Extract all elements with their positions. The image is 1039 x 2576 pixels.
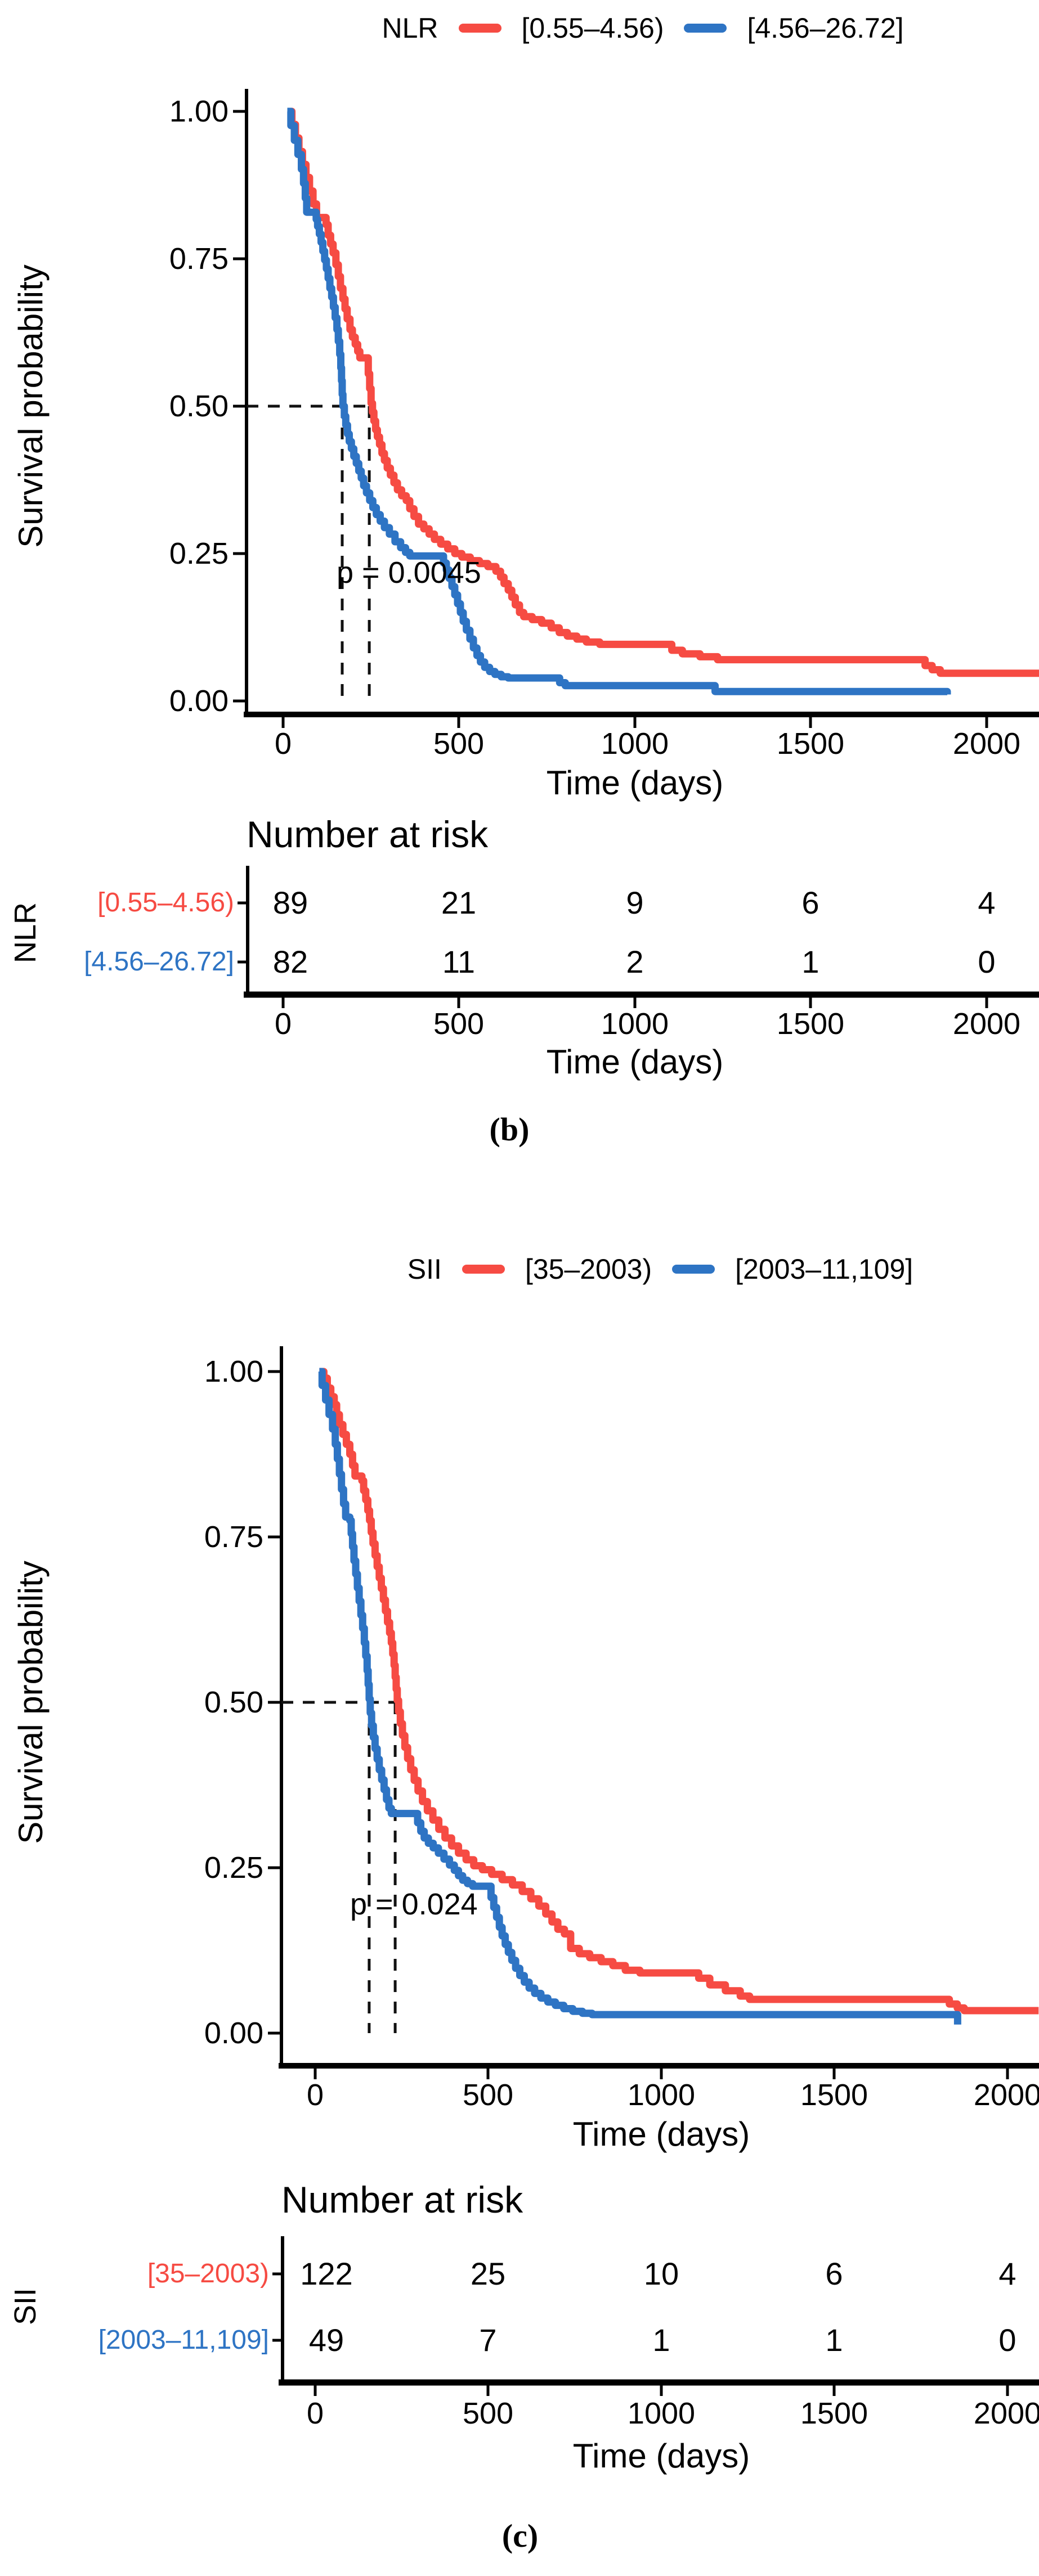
risk-count: 89	[272, 885, 308, 920]
panel-c-ytick: 0.00	[204, 2016, 263, 2050]
risk-count: 21	[441, 885, 477, 920]
legend-c-item-high: [2003–11,109]	[735, 1253, 913, 1285]
risk-count: 82	[272, 944, 308, 979]
panel-b-p-value: p = 0.0045	[337, 556, 481, 590]
panel-c-ytick: 0.25	[204, 1851, 263, 1885]
risk-count: 1	[801, 944, 819, 979]
legend-b-red-line-icon	[458, 24, 501, 33]
risk-count: 25	[470, 2256, 506, 2291]
risk-count: 1	[825, 2322, 843, 2358]
risk-count: 4	[998, 2256, 1016, 2291]
legend-c: SII [35–2003) [2003–11,109]	[281, 1255, 1039, 1283]
risk-count: 7	[479, 2322, 497, 2358]
legend-b: NLR [0.55–4.56) [4.56–26.72]	[247, 14, 1039, 42]
legend-c-red-line-icon	[462, 1265, 505, 1274]
panel-b-curves	[247, 107, 1039, 701]
panel-c-risk-xtick: 2000	[973, 2397, 1039, 2430]
panel-c-label: (c)	[501, 2517, 539, 2554]
risk-count: 9	[626, 885, 644, 920]
legend-b-blue-line-icon	[684, 24, 727, 33]
risk-count: 0	[978, 944, 996, 979]
legend-b-item-low: [0.55–4.56)	[521, 12, 664, 44]
panel-c-x-axis-title: Time (days)	[572, 2115, 750, 2153]
panel-b-ytick: 0.50	[169, 389, 229, 423]
risk-count: 10	[643, 2256, 679, 2291]
legend-b-title: NLR	[382, 12, 438, 44]
panel-b-risk-row-label-high: [4.56–26.72]	[84, 947, 234, 977]
risk-count: 1	[652, 2322, 670, 2358]
risk-count: 4	[978, 885, 996, 920]
panel-c-p-value: p = 0.024	[350, 1887, 478, 1921]
panel-b-xtick: 2000	[952, 727, 1021, 761]
panel-b-risk-xtick: 2000	[952, 1007, 1021, 1041]
panel-b-ytick: 0.75	[169, 242, 229, 276]
risk-count: 6	[825, 2256, 843, 2291]
legend-c-item-low: [35–2003)	[525, 1253, 652, 1285]
panel-c-xtick: 1500	[800, 2078, 868, 2112]
panel-c-risk-row-label-high: [2003–11,109]	[98, 2325, 269, 2355]
panel-c-xtick: 0	[306, 2078, 324, 2112]
legend-b-item-high: [4.56–26.72]	[747, 12, 904, 44]
panel-c-curves	[281, 1368, 1039, 2033]
panel-c-y-axis-title: Survival probability	[12, 1561, 50, 1844]
panel-b-risk-row-label-low: [0.55–4.56)	[97, 888, 234, 918]
legend-c-title: SII	[407, 1253, 442, 1285]
panel-c-risk-group-label: SII	[8, 2287, 42, 2326]
panel-c-risk-xtick: 500	[462, 2397, 514, 2430]
panel-b-xtick: 1000	[601, 727, 669, 761]
panel-c-risk-row-label-low: [35–2003)	[147, 2259, 269, 2289]
panel-c-xtick: 1000	[627, 2078, 696, 2112]
panel-b-risk-xtick: 0	[274, 1007, 292, 1041]
panel-c-ytick: 1.00	[204, 1355, 263, 1388]
risk-count: 0	[998, 2322, 1016, 2358]
panel-b-risk-xtick: 1500	[776, 1007, 845, 1041]
panel-b-ytick: 0.00	[169, 684, 229, 718]
panel-b-axes	[233, 89, 1039, 728]
panel-b-xtick: 500	[433, 727, 485, 761]
panel-c-risk-title: Number at risk	[281, 2179, 523, 2220]
risk-count: 122	[300, 2256, 353, 2291]
panel-c-risk-x-axis-title: Time (days)	[572, 2437, 750, 2475]
panel-c-axes	[268, 1346, 1039, 2079]
panel-b-risk-axes	[238, 866, 1039, 1008]
panel-b-xtick: 1500	[776, 727, 845, 761]
panel-c-xtick: 500	[462, 2078, 514, 2112]
risk-count: 11	[442, 944, 476, 979]
panel-b-label: (b)	[489, 1111, 530, 1148]
panel-b-y-axis-title: Survival probability	[12, 264, 50, 548]
risk-count: 49	[308, 2322, 344, 2358]
legend-c-blue-line-icon	[672, 1265, 715, 1274]
panel-c-risk-xtick: 1000	[627, 2397, 696, 2430]
panel-c-xtick: 2000	[973, 2078, 1039, 2112]
panel-c-risk-xtick: 1500	[800, 2397, 868, 2430]
panel-b-xtick: 0	[274, 727, 292, 761]
risk-count: 2	[626, 944, 644, 979]
panel-c-ytick: 0.75	[204, 1520, 263, 1554]
panel-b-risk-xtick: 1000	[601, 1007, 669, 1041]
panel-c-ytick: 0.50	[204, 1685, 263, 1719]
panel-b-x-axis-title: Time (days)	[546, 764, 724, 802]
panel-b-risk-xtick: 500	[433, 1007, 485, 1041]
panel-b-ytick: 0.25	[169, 537, 229, 570]
panel-c-risk-xtick: 0	[306, 2397, 324, 2430]
panel-b-risk-title: Number at risk	[247, 813, 489, 855]
panel-b-risk-x-axis-title: Time (days)	[546, 1043, 724, 1081]
panel-b-ytick: 1.00	[169, 95, 229, 128]
panel-c-risk-axes	[272, 2236, 1039, 2396]
risk-count: 6	[801, 885, 819, 920]
